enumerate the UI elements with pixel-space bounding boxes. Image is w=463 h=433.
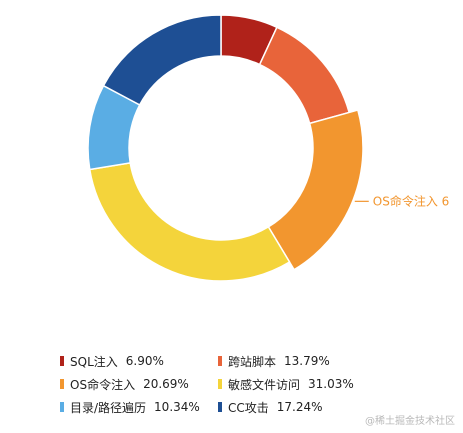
- legend-label: CC攻击: [228, 400, 269, 415]
- legend-swatch: [60, 356, 64, 366]
- legend-swatch: [60, 402, 64, 412]
- legend-item-sensitive-file-access[interactable]: 敏感文件访问 31.03%: [218, 375, 368, 393]
- legend-label: 敏感文件访问: [228, 377, 301, 392]
- chart-legend: SQL注入 6.90% 跨站脚本 13.79% OS命令注入 20.69% 敏感…: [60, 352, 380, 416]
- watermark: @稀土掘金技术社区: [365, 416, 455, 427]
- legend-item-path-traversal[interactable]: 目录/路径遍历 10.34%: [60, 398, 218, 416]
- legend-value: 6.90%: [125, 354, 164, 368]
- legend-item-cc-attack[interactable]: CC攻击 17.24%: [218, 398, 368, 416]
- legend-value: 13.79%: [284, 354, 330, 368]
- callout: OS命令注入 6: [354, 193, 450, 208]
- legend-swatch: [218, 356, 222, 366]
- legend-item-os-command-injection[interactable]: OS命令注入 20.69%: [60, 375, 218, 393]
- legend-label: 目录/路径遍历: [70, 400, 147, 415]
- legend-swatch: [218, 379, 222, 389]
- donut-slice-5[interactable]: [102, 14, 222, 106]
- legend-label: SQL注入: [70, 354, 118, 369]
- donut-slice-3[interactable]: [88, 161, 291, 282]
- donut-chart-svg: OS命令注入 6: [87, 14, 450, 282]
- legend-value: 31.03%: [308, 377, 354, 391]
- donut-slice-1[interactable]: [258, 26, 351, 125]
- donut-slice-2[interactable]: [267, 109, 364, 271]
- legend-value: 20.69%: [143, 377, 189, 391]
- donut-slices: [87, 14, 364, 282]
- legend-item-xss[interactable]: 跨站脚本 13.79%: [218, 352, 368, 370]
- legend-item-sql-injection[interactable]: SQL注入 6.90%: [60, 352, 218, 370]
- legend-value: 10.34%: [154, 400, 200, 414]
- legend-swatch: [218, 402, 222, 412]
- legend-label: 跨站脚本: [228, 354, 277, 369]
- legend-label: OS命令注入: [70, 377, 136, 392]
- callout-label: OS命令注入 6: [373, 193, 450, 208]
- legend-swatch: [60, 379, 64, 389]
- donut-chart: OS命令注入 6: [87, 14, 450, 282]
- legend-value: 17.24%: [276, 400, 323, 414]
